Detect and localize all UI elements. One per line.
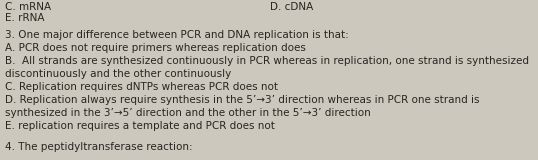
Text: synthesized in the 3’→5’ direction and the other in the 5’→3’ direction: synthesized in the 3’→5’ direction and t… (5, 108, 371, 118)
Text: D. cDNA: D. cDNA (270, 2, 313, 12)
Text: discontinuously and the other continuously: discontinuously and the other continuous… (5, 69, 231, 79)
Text: A. PCR does not require primers whereas replication does: A. PCR does not require primers whereas … (5, 43, 306, 53)
Text: E. replication requires a template and PCR does not: E. replication requires a template and P… (5, 121, 275, 131)
Text: E. rRNA: E. rRNA (5, 13, 45, 23)
Text: 4. The peptidyltransferase reaction:: 4. The peptidyltransferase reaction: (5, 142, 193, 152)
Text: C. mRNA: C. mRNA (5, 2, 51, 12)
Text: D. Replication always require synthesis in the 5’→3’ direction whereas in PCR on: D. Replication always require synthesis … (5, 95, 479, 105)
Text: C. Replication requires dNTPs whereas PCR does not: C. Replication requires dNTPs whereas PC… (5, 82, 278, 92)
Text: 3. One major difference between PCR and DNA replication is that:: 3. One major difference between PCR and … (5, 30, 349, 40)
Text: B.  All strands are synthesized continuously in PCR whereas in replication, one : B. All strands are synthesized continuou… (5, 56, 529, 66)
